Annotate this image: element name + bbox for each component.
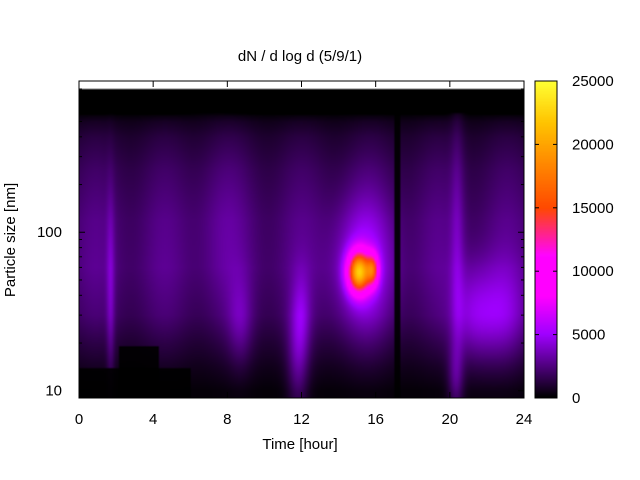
x-axis-label: Time [hour] xyxy=(262,436,337,453)
x-tick-label: 24 xyxy=(516,411,533,428)
colorbar-tick-label: 10000 xyxy=(572,263,614,280)
colorbar-tick-label: 20000 xyxy=(572,136,614,153)
y-axis-label: Particle size [nm] xyxy=(2,183,19,297)
colorbar-tick-label: 25000 xyxy=(572,73,614,90)
plot-area xyxy=(78,80,525,399)
y-tick-label: 100 xyxy=(37,224,62,241)
colorbar-tick-label: 15000 xyxy=(572,200,614,217)
chart-title: dN / d log d (5/9/1) xyxy=(238,48,362,65)
colorbar-gradient xyxy=(535,81,557,398)
x-tick-label: 16 xyxy=(367,411,384,428)
x-tick-label: 0 xyxy=(75,411,83,428)
colorbar-ticks: 0 5000 10000 15000 20000 25000 xyxy=(535,73,614,407)
y-tick-label: 10 xyxy=(45,383,62,400)
x-tick-label: 8 xyxy=(223,411,231,428)
x-tick-label: 20 xyxy=(441,411,458,428)
colorbar-tick-label: 5000 xyxy=(572,327,605,344)
heatmap-image xyxy=(79,81,524,398)
colorbar: 0 5000 10000 15000 20000 25000 xyxy=(534,73,614,407)
y-axis: 10 100 xyxy=(37,80,524,400)
colorbar-frame xyxy=(534,80,558,399)
x-tick-label: 4 xyxy=(149,411,157,428)
colorbar-tick-label: 0 xyxy=(572,390,580,407)
x-tick-label: 12 xyxy=(293,411,310,428)
x-axis: 0 4 8 12 16 20 24 xyxy=(75,81,533,428)
